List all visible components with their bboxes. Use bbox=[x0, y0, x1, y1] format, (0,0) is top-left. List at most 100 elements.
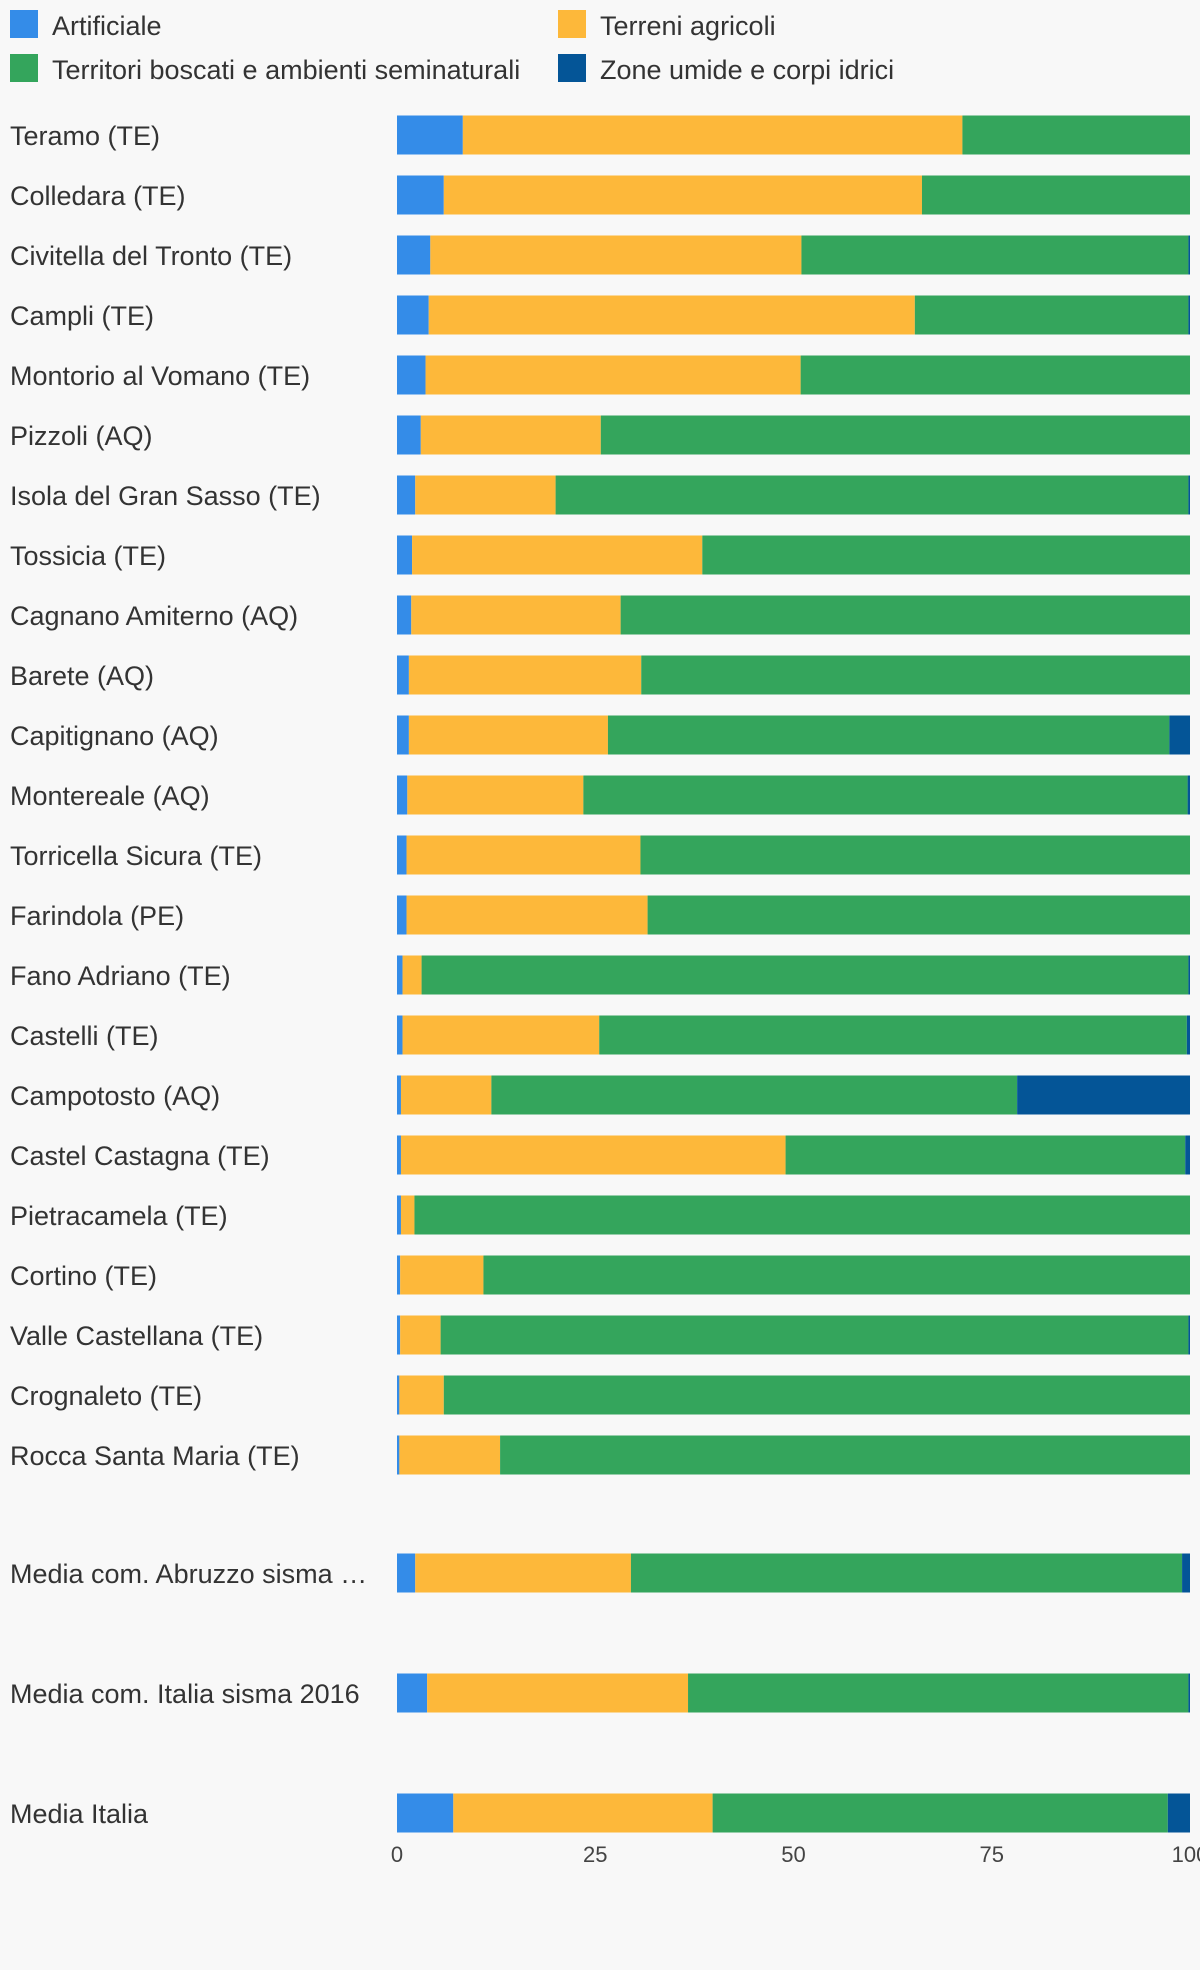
bar-row: Crognaleto (TE) bbox=[10, 1375, 1190, 1415]
category-label: Tossicia (TE) bbox=[10, 541, 166, 571]
bar-segment bbox=[400, 1315, 441, 1355]
category-label: Cagnano Amiterno (AQ) bbox=[10, 601, 298, 631]
category-label: Castelli (TE) bbox=[10, 1021, 159, 1051]
bar-segment bbox=[607, 715, 1170, 755]
bar-segment bbox=[1185, 1135, 1190, 1175]
bar-segment bbox=[397, 295, 429, 335]
bar-segment bbox=[1188, 955, 1190, 995]
bar-segment bbox=[402, 1015, 600, 1055]
bar-segment bbox=[443, 175, 922, 215]
bar-segment bbox=[397, 1135, 401, 1175]
bar-segment bbox=[397, 235, 431, 275]
category-label: Valle Castellana (TE) bbox=[10, 1321, 263, 1351]
bar-segment bbox=[428, 295, 915, 335]
x-tick-label: 75 bbox=[980, 1842, 1004, 1867]
bar-segment bbox=[397, 1015, 403, 1055]
bar-segment bbox=[427, 1673, 689, 1713]
bar-segment bbox=[397, 775, 408, 815]
bar-segment bbox=[483, 1255, 1190, 1295]
bar-segment bbox=[397, 1195, 401, 1235]
bar-row: Civitella del Tronto (TE) bbox=[10, 235, 1190, 275]
bar-segment bbox=[397, 1315, 401, 1355]
bar-row: Campotosto (AQ) bbox=[10, 1075, 1190, 1115]
category-label: Farindola (PE) bbox=[10, 901, 184, 931]
legend-swatch bbox=[558, 54, 586, 82]
x-axis: 0 25 50 75 100 bbox=[391, 1842, 1200, 1867]
bar-row: Valle Castellana (TE) bbox=[10, 1315, 1190, 1355]
bar-row: Campli (TE) bbox=[10, 295, 1190, 335]
bar-segment bbox=[408, 655, 642, 695]
bar-segment bbox=[647, 895, 1190, 935]
bar-segment bbox=[600, 415, 1190, 455]
bar-segment bbox=[400, 1195, 415, 1235]
x-tick-label: 25 bbox=[583, 1842, 607, 1867]
bar-segment bbox=[402, 955, 422, 995]
bar-segment bbox=[1188, 295, 1190, 335]
bar-segment bbox=[1188, 475, 1190, 515]
bar-segment bbox=[914, 295, 1189, 335]
bar-row: Media Italia bbox=[10, 1793, 1190, 1833]
bar-segment bbox=[397, 1075, 401, 1115]
bar-segment bbox=[599, 1015, 1187, 1055]
bar-segment bbox=[1167, 1793, 1190, 1833]
category-label: Isola del Gran Sasso (TE) bbox=[10, 481, 321, 511]
bar-segment bbox=[412, 535, 703, 575]
bar-row: Barete (AQ) bbox=[10, 655, 1190, 695]
bar-segment bbox=[801, 235, 1189, 275]
bar-segment bbox=[397, 1793, 454, 1833]
bar-segment bbox=[1188, 1673, 1190, 1713]
category-label: Rocca Santa Maria (TE) bbox=[10, 1441, 300, 1471]
bar-segment bbox=[397, 1673, 428, 1713]
category-label: Castel Castagna (TE) bbox=[10, 1141, 270, 1171]
bar-row: Media com. Abruzzo sisma … bbox=[10, 1553, 1190, 1593]
legend-label: Terreni agricoli bbox=[600, 11, 776, 41]
bar-segment bbox=[688, 1673, 1189, 1713]
category-label: Campotosto (AQ) bbox=[10, 1081, 220, 1111]
bar-segment bbox=[397, 1553, 416, 1593]
bar-segment bbox=[800, 355, 1190, 395]
bar-row: Cortino (TE) bbox=[10, 1255, 1190, 1295]
bar-segment bbox=[397, 895, 407, 935]
category-label: Cortino (TE) bbox=[10, 1261, 157, 1291]
bar-segment bbox=[397, 955, 403, 995]
bar-segment bbox=[399, 1375, 444, 1415]
bar-segment bbox=[641, 655, 1190, 695]
legend-swatch bbox=[10, 10, 38, 38]
bar-segment bbox=[397, 655, 409, 695]
bar-segment bbox=[411, 595, 621, 635]
bar-segment bbox=[400, 1075, 492, 1115]
bar-segment bbox=[1017, 1075, 1190, 1115]
bar-segment bbox=[415, 475, 556, 515]
bar-row: Colledara (TE) bbox=[10, 175, 1190, 215]
bar-segment bbox=[1188, 235, 1190, 275]
bar-segment bbox=[397, 1435, 400, 1475]
category-label: Media com. Abruzzo sisma … bbox=[10, 1559, 367, 1589]
bar-segment bbox=[453, 1793, 713, 1833]
bar-segment bbox=[397, 1255, 401, 1295]
bar-segment bbox=[1182, 1553, 1190, 1593]
x-tick-label: 50 bbox=[781, 1842, 805, 1867]
bar-segment bbox=[1186, 1015, 1190, 1055]
bar-row: Castelli (TE) bbox=[10, 1015, 1190, 1055]
category-label: Colledara (TE) bbox=[10, 181, 186, 211]
bar-segment bbox=[1187, 775, 1190, 815]
bar-segment bbox=[397, 475, 416, 515]
bar-segment bbox=[640, 835, 1190, 875]
chart-rows: Teramo (TE) Colledara (TE) Civitella del T… bbox=[10, 115, 1191, 1833]
legend: Artificiale Terreni agricoli Territori bos… bbox=[10, 10, 894, 85]
category-label: Pietracamela (TE) bbox=[10, 1201, 228, 1231]
bar-row: Farindola (PE) bbox=[10, 895, 1190, 935]
bar-segment bbox=[425, 355, 801, 395]
bar-segment bbox=[430, 235, 802, 275]
bar-segment bbox=[414, 1195, 1190, 1235]
bar-segment bbox=[397, 595, 412, 635]
bar-segment bbox=[406, 835, 641, 875]
bar-segment bbox=[921, 175, 1190, 215]
bar-segment bbox=[462, 115, 963, 155]
category-label: Media com. Italia sisma 2016 bbox=[10, 1679, 360, 1709]
bar-segment bbox=[397, 715, 409, 755]
legend-label: Territori boscati e ambienti seminatural… bbox=[52, 55, 520, 85]
x-tick-label: 100 bbox=[1172, 1842, 1200, 1867]
bar-segment bbox=[583, 775, 1188, 815]
category-label: Pizzoli (AQ) bbox=[10, 421, 153, 451]
